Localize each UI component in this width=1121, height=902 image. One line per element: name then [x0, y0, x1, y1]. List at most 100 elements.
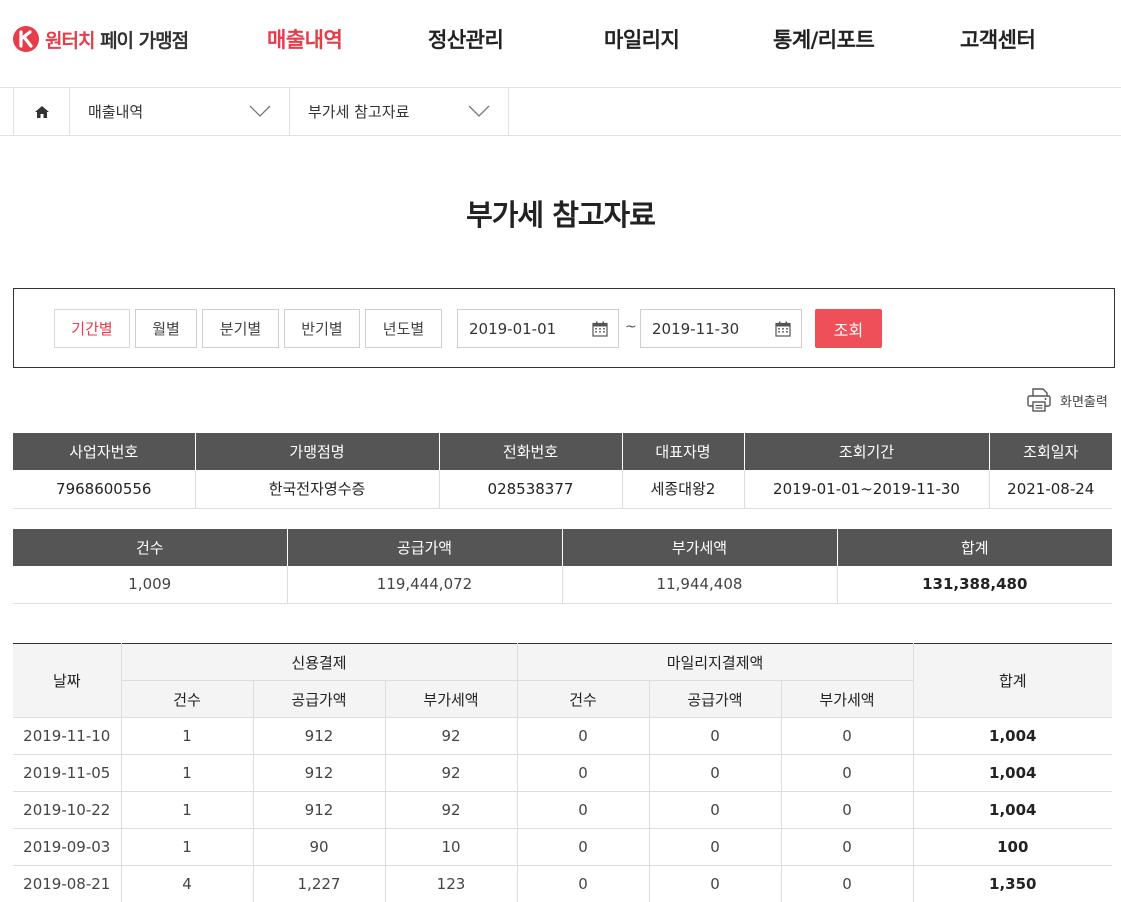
logo-text-dark: 페이 가맹점 — [94, 29, 189, 52]
column-header: 건수 — [517, 680, 650, 718]
table-row: 2019-11-10 1 912 92 0 0 0 1,004 — [13, 717, 1113, 755]
table-header-row: 건수 공급가액 부가세액 합계 — [13, 529, 1112, 566]
credit-count: 1 — [121, 754, 254, 792]
logo-text-red: 원터치 — [45, 29, 95, 52]
row-date: 2019-11-05 — [13, 754, 122, 792]
column-group-credit: 신용결제 — [121, 643, 518, 681]
credit-supply: 912 — [253, 754, 386, 792]
column-header: 사업자번호 — [13, 433, 196, 470]
row-total: 1,350 — [913, 865, 1113, 902]
table-row: 2019-08-21 4 1,227 123 0 0 0 1,350 — [13, 865, 1113, 902]
column-header-total: 합계 — [913, 643, 1113, 718]
credit-count: 1 — [121, 791, 254, 829]
mileage-supply: 0 — [649, 754, 782, 792]
representative-name: 세종대왕2 — [622, 470, 745, 509]
breadcrumb: 매출내역 부가세 참고자료 — [0, 88, 1121, 136]
mileage-count: 0 — [517, 791, 650, 829]
search-button[interactable]: 조회 — [815, 309, 882, 348]
column-header: 공급가액 — [287, 529, 563, 566]
column-header: 전화번호 — [439, 433, 623, 470]
page-title: 부가세 참고자료 — [466, 198, 656, 232]
mileage-supply: 0 — [649, 791, 782, 829]
calendar-icon[interactable] — [775, 321, 791, 337]
logo-text: 원터치 페이 가맹점 — [45, 26, 189, 53]
column-header: 건수 — [13, 529, 288, 566]
credit-supply: 1,227 — [253, 865, 386, 902]
nav-sales-history[interactable]: 매출내역 — [267, 28, 343, 52]
column-header: 공급가액 — [649, 680, 782, 718]
table-row: 2019-10-22 1 912 92 0 0 0 1,004 — [13, 791, 1113, 829]
merchant-name: 한국전자영수증 — [195, 470, 440, 509]
table-row: 7968600556 한국전자영수증 028538377 세종대왕2 2019-… — [13, 470, 1112, 509]
brand-logo[interactable]: 원터치 페이 가맹점 — [12, 25, 189, 53]
table-header-row: 날짜 신용결제 마일리지결제액 합계 — [13, 643, 1113, 718]
breadcrumb-select-menu[interactable]: 매출내역 — [70, 88, 290, 135]
row-date: 2019-08-21 — [13, 865, 122, 902]
credit-vat: 92 — [385, 791, 518, 829]
period-button-yearly[interactable]: 년도별 — [365, 309, 442, 348]
column-header: 조회기간 — [744, 433, 990, 470]
query-date: 2021-08-24 — [989, 470, 1112, 509]
period-button-monthly[interactable]: 월별 — [135, 309, 197, 348]
chevron-down-icon — [468, 105, 490, 117]
column-header: 공급가액 — [253, 680, 386, 718]
business-number: 7968600556 — [13, 470, 196, 509]
breadcrumb-select-page[interactable]: 부가세 참고자료 — [290, 88, 509, 135]
summary-supply-amount: 119,444,072 — [287, 566, 563, 604]
period-button-half-year[interactable]: 반기별 — [284, 309, 360, 348]
column-header-date: 날짜 — [13, 643, 122, 718]
period-button-range[interactable]: 기간별 — [54, 309, 130, 348]
print-label: 화면출력 — [1060, 394, 1108, 410]
top-header: 원터치 페이 가맹점 매출내역 정산관리 마일리지 통계/리포트 고객센터 — [0, 0, 1121, 88]
nav-customer-center[interactable]: 고객센터 — [960, 28, 1036, 52]
merchant-info-table: 사업자번호 가맹점명 전화번호 대표자명 조회기간 조회일자 796860055… — [13, 433, 1112, 509]
credit-supply: 90 — [253, 828, 386, 866]
credit-count: 4 — [121, 865, 254, 902]
chevron-down-icon — [249, 105, 271, 117]
summary-table: 건수 공급가액 부가세액 합계 1,009 119,444,072 11,944… — [13, 529, 1112, 604]
column-header: 부가세액 — [562, 529, 838, 566]
mileage-vat: 0 — [781, 791, 914, 829]
table-row: 2019-11-05 1 912 92 0 0 0 1,004 — [13, 754, 1113, 792]
end-date-input[interactable]: 2019-11-30 — [640, 309, 802, 348]
mileage-count: 0 — [517, 828, 650, 866]
home-icon — [34, 105, 49, 118]
summary-count: 1,009 — [13, 566, 288, 604]
row-total: 1,004 — [913, 717, 1113, 755]
table-header-row: 사업자번호 가맹점명 전화번호 대표자명 조회기간 조회일자 — [13, 433, 1112, 470]
row-total: 100 — [913, 828, 1113, 866]
query-period: 2019-01-01~2019-11-30 — [744, 470, 990, 509]
mileage-supply: 0 — [649, 828, 782, 866]
print-screen-button[interactable]: 화면출력 — [1026, 387, 1108, 413]
start-date-value: 2019-01-01 — [469, 319, 557, 338]
logo-k-icon — [12, 25, 40, 53]
nav-settlement[interactable]: 정산관리 — [428, 28, 504, 52]
table-row: 1,009 119,444,072 11,944,408 131,388,480 — [13, 566, 1112, 604]
column-header: 건수 — [121, 680, 254, 718]
summary-vat-amount: 11,944,408 — [562, 566, 838, 604]
start-date-input[interactable]: 2019-01-01 — [457, 309, 619, 348]
breadcrumb-menu-label: 매출내역 — [88, 103, 144, 121]
summary-total: 131,388,480 — [837, 566, 1112, 604]
mileage-count: 0 — [517, 754, 650, 792]
column-header: 부가세액 — [385, 680, 518, 718]
row-total: 1,004 — [913, 791, 1113, 829]
calendar-icon[interactable] — [592, 321, 608, 337]
column-header: 부가세액 — [781, 680, 914, 718]
mileage-vat: 0 — [781, 717, 914, 755]
column-header: 합계 — [837, 529, 1112, 566]
mileage-vat: 0 — [781, 828, 914, 866]
credit-vat: 92 — [385, 754, 518, 792]
period-button-quarterly[interactable]: 분기별 — [202, 309, 279, 348]
nav-mileage[interactable]: 마일리지 — [604, 28, 680, 52]
search-panel: 기간별 월별 분기별 반기별 년도별 2019-01-01 ~ 2019-11-… — [13, 288, 1115, 368]
phone-number: 028538377 — [439, 470, 623, 509]
home-button[interactable] — [13, 88, 70, 135]
mileage-count: 0 — [517, 865, 650, 902]
row-date: 2019-10-22 — [13, 791, 122, 829]
credit-supply: 912 — [253, 717, 386, 755]
column-group-mileage: 마일리지결제액 — [517, 643, 914, 681]
nav-statistics[interactable]: 통계/리포트 — [773, 28, 875, 52]
breadcrumb-page-label: 부가세 참고자료 — [308, 103, 410, 121]
row-date: 2019-11-10 — [13, 717, 122, 755]
